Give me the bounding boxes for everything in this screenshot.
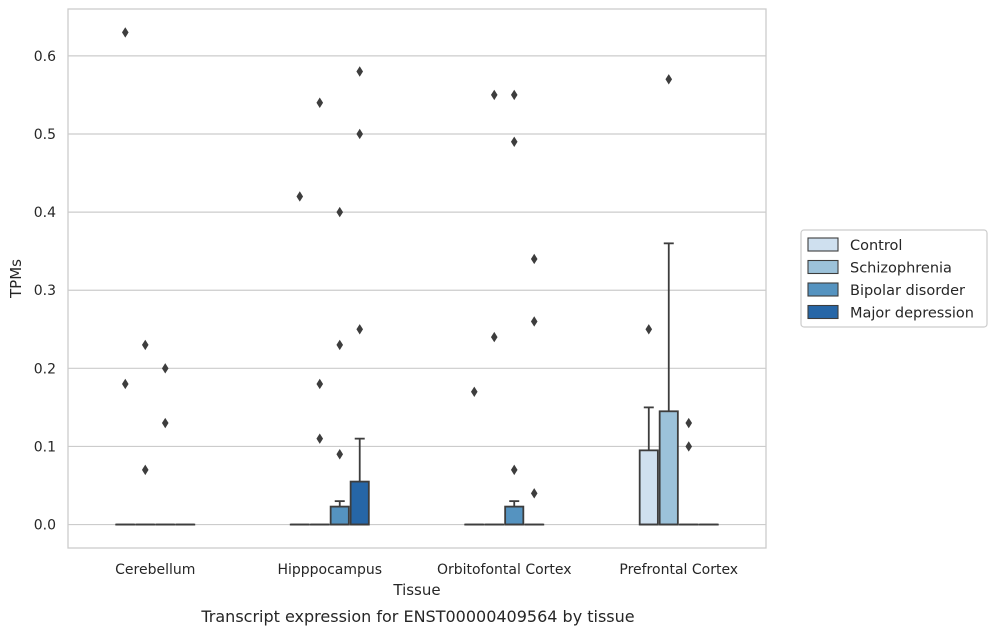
x-tick-label: Orbitofontal Cortex <box>437 562 572 578</box>
box <box>658 410 679 526</box>
outlier-point <box>121 27 129 38</box>
box-3-1 <box>658 74 679 526</box>
box-1-2 <box>329 206 350 526</box>
outlier-point <box>316 378 324 390</box>
y-tick-label: 0.6 <box>34 49 56 65</box>
y-axis-ticks: 0.0 0.1 0.2 0.3 0.4 0.5 0.6 <box>34 49 56 534</box>
x-tick-label: Hipppocampus <box>277 562 382 578</box>
box <box>504 505 525 526</box>
outlier-point <box>356 324 364 335</box>
outlier-point <box>685 441 693 452</box>
outlier-point <box>665 74 673 85</box>
outlier-point <box>530 316 538 327</box>
legend-swatch <box>807 237 839 252</box>
outlier-point <box>141 464 149 476</box>
x-tick-label: Prefrontal Cortex <box>619 562 738 578</box>
legend-item: Schizophrenia <box>807 259 952 277</box>
outlier-point <box>336 339 344 351</box>
legend-item: Major depression <box>807 304 974 322</box>
legend-label: Bipolar disorder <box>850 283 965 299</box>
outlier-point <box>530 488 538 499</box>
y-tick-label: 0.3 <box>34 283 56 299</box>
grid-lines <box>68 55 766 526</box>
box-2-3 <box>524 253 545 526</box>
legend-swatch <box>807 282 839 297</box>
outlier-point <box>490 331 498 343</box>
outlier-point <box>510 464 518 476</box>
y-tick-label: 0.4 <box>34 205 56 221</box>
outlier-point <box>356 128 364 140</box>
legend-label: Schizophrenia <box>850 261 952 277</box>
legend-frame <box>800 229 988 328</box>
plot-area <box>115 27 719 526</box>
legend-swatch <box>807 304 839 320</box>
outlier-point <box>316 433 324 444</box>
legend-item: Bipolar disorder <box>807 282 965 299</box>
box-2-1 <box>484 89 505 526</box>
legend: Control Schizophrenia Bipolar disorder Majo… <box>800 229 988 328</box>
x-axis-ticks: Cerebellum Hipppocampus Orbitofontal Corte… <box>115 562 738 578</box>
legend-item: Control <box>807 237 902 254</box>
outlier-point <box>296 191 304 202</box>
box <box>638 449 659 526</box>
box-3-2 <box>678 417 699 526</box>
box-0-0 <box>115 27 136 526</box>
x-tick-label: Cerebellum <box>115 562 195 578</box>
y-tick-label: 0.1 <box>34 439 56 455</box>
outlier-point <box>141 339 149 351</box>
box-2-2 <box>504 89 525 526</box>
outlier-point <box>336 206 344 218</box>
outlier-point <box>530 253 538 265</box>
outlier-point <box>316 97 324 108</box>
outlier-point <box>336 449 344 460</box>
box-2-0 <box>464 386 485 526</box>
outlier-point <box>470 386 478 397</box>
legend-label: Major depression <box>850 306 974 322</box>
outlier-point <box>490 89 498 101</box>
y-axis-label: TPMs <box>7 259 25 299</box>
box-3-0 <box>638 324 659 526</box>
outlier-point <box>645 324 653 335</box>
outlier-point <box>356 66 364 77</box>
outlier-point <box>121 378 129 390</box>
outlier-point <box>161 363 169 374</box>
box-0-1 <box>135 339 156 526</box>
outlier-point <box>510 89 518 101</box>
box-1-1 <box>309 97 330 526</box>
box <box>349 480 370 526</box>
x-axis-label: Tissue <box>392 581 440 599</box>
box-0-2 <box>155 363 176 526</box>
legend-swatch <box>807 259 839 275</box>
y-tick-label: 0.0 <box>34 518 56 534</box>
legend-label: Control <box>850 238 902 254</box>
outlier-point <box>510 136 518 147</box>
box-1-3 <box>349 66 370 526</box>
y-tick-label: 0.2 <box>34 361 56 377</box>
outlier-point <box>685 417 693 429</box>
plot-frame <box>67 8 767 549</box>
box-1-0 <box>289 191 310 526</box>
chart-caption: Transcript expression for ENST0000040956… <box>200 607 634 626</box>
y-tick-label: 0.5 <box>34 127 56 143</box>
box <box>329 505 350 526</box>
outlier-point <box>161 417 169 429</box>
